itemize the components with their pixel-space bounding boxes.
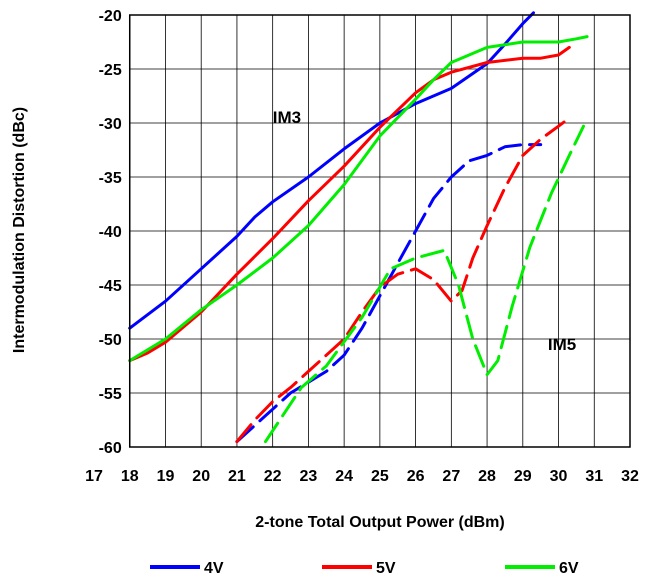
annotation-im3: IM3 — [273, 108, 301, 127]
x-tick-label: 21 — [228, 468, 246, 485]
y-tick-label: -45 — [99, 278, 122, 295]
x-tick-label: 19 — [157, 468, 175, 485]
x-tick-label: 32 — [621, 468, 639, 485]
grid — [129, 14, 630, 448]
y-tick-label: -60 — [99, 440, 122, 457]
x-tick-labels: 17 18 19 20 21 22 23 24 25 26 27 28 29 30 31 32 — [85, 468, 639, 485]
x-tick-label: 22 — [264, 468, 282, 485]
x-tick-label: 26 — [407, 468, 425, 485]
series-line-im5-4v — [235, 143, 543, 444]
series-line-im3-6v — [128, 35, 589, 363]
x-tick-label: 24 — [335, 468, 353, 485]
x-tick-label: 28 — [478, 468, 496, 485]
legend: 4V 5V 6V — [150, 560, 579, 577]
y-tick-label: -50 — [99, 332, 122, 349]
plot-frame — [128, 14, 631, 448]
y-tick-label: -25 — [99, 62, 122, 79]
y-tick-label: -20 — [99, 8, 122, 25]
x-tick-label: 17 — [85, 468, 103, 485]
series-line-im5-6v — [264, 124, 585, 444]
x-tick-label: 30 — [550, 468, 568, 485]
series-line-im3-4v — [128, 11, 535, 330]
x-tick-label: 18 — [121, 468, 139, 485]
x-axis-title: 2-tone Total Output Power (dBm) — [255, 514, 504, 531]
plot-series — [128, 11, 589, 444]
y-axis-title: Intermodulation Distortion (dBc) — [11, 107, 28, 353]
annotations: IM3 IM5 — [273, 108, 576, 354]
series-line-im3-5v — [128, 45, 571, 363]
series-line-im5-5v — [235, 119, 568, 444]
annotation-im5: IM5 — [548, 335, 576, 354]
legend-label-4v: 4V — [204, 560, 224, 577]
y-tick-label: -40 — [99, 224, 122, 241]
y-tick-label: -35 — [99, 170, 122, 187]
x-tick-label: 20 — [192, 468, 210, 485]
x-tick-label: 25 — [371, 468, 389, 485]
y-tick-label: -30 — [99, 116, 122, 133]
x-tick-label: 29 — [514, 468, 532, 485]
x-tick-label: 31 — [585, 468, 603, 485]
legend-label-6v: 6V — [559, 560, 579, 577]
legend-label-5v: 5V — [376, 560, 396, 577]
y-tick-label: -55 — [99, 386, 122, 403]
y-tick-labels: -20 -25 -30 -35 -40 -45 -50 -55 -60 — [99, 8, 122, 457]
x-tick-label: 23 — [300, 468, 318, 485]
x-tick-label: 27 — [442, 468, 460, 485]
